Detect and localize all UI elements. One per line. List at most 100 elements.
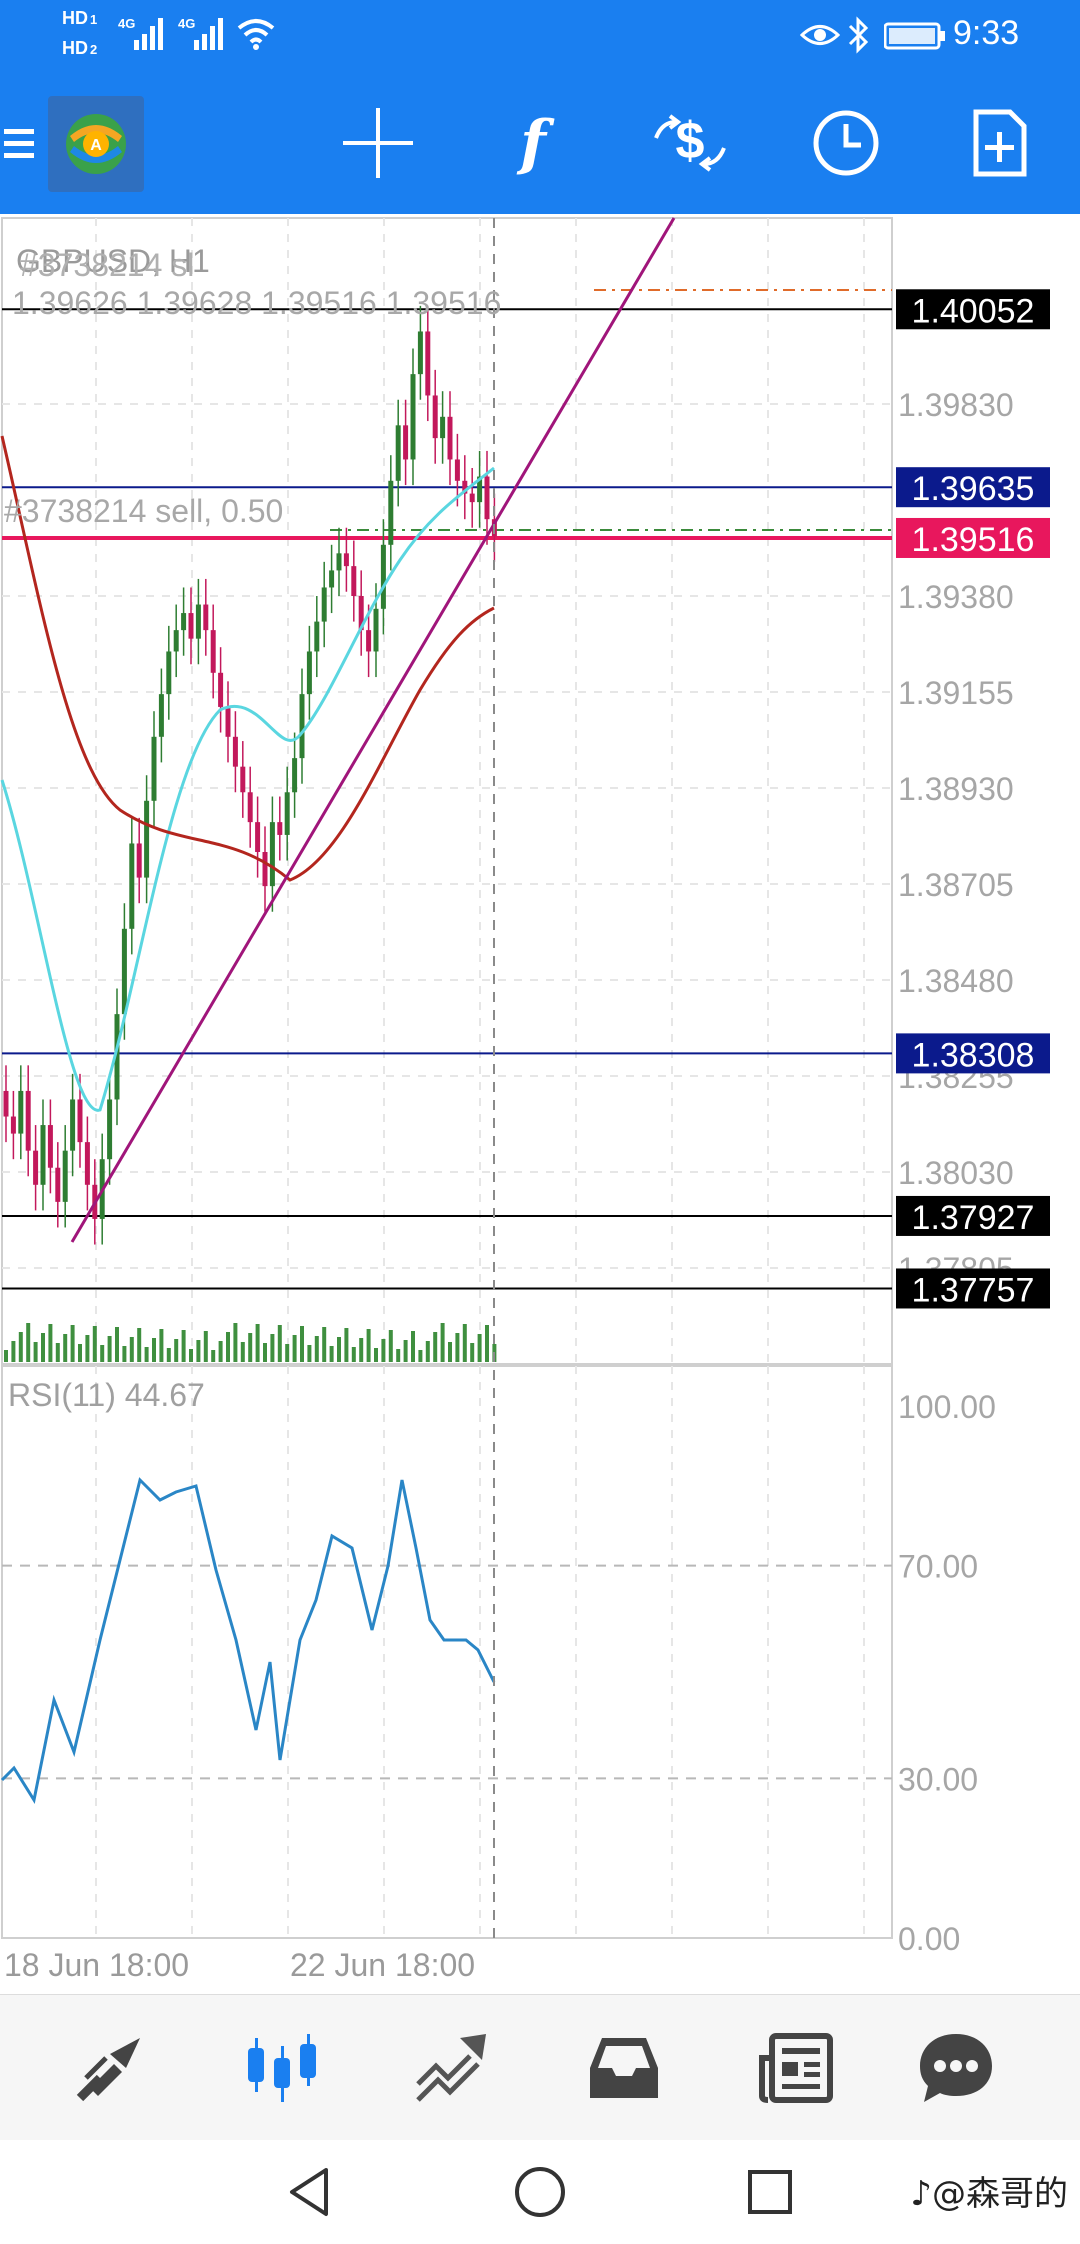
- chat-icon: [920, 2034, 992, 2102]
- candle-body: [277, 822, 283, 835]
- price-tag-label: 1.39635: [912, 470, 1035, 508]
- chart-area[interactable]: GBPUSD, H1 #3738214 sl 1.39626 1.39628 1…: [0, 214, 1080, 1994]
- candle-body: [195, 604, 201, 639]
- candle-body: [403, 425, 409, 460]
- back-button[interactable]: [250, 2140, 370, 2244]
- volume-bar: [4, 1350, 8, 1362]
- net1-label: 4G: [118, 16, 136, 31]
- candle-body: [410, 374, 416, 460]
- candle-body: [107, 1099, 113, 1160]
- price-scale-label: 1.38030: [898, 1155, 1014, 1191]
- candle-body: [210, 630, 216, 673]
- back-icon: [290, 2168, 328, 2216]
- recents-icon: [748, 2170, 792, 2214]
- chart-icon: [248, 2034, 316, 2102]
- trendline[interactable]: [70, 217, 676, 1243]
- volume-bar: [144, 1347, 149, 1362]
- candle-body: [10, 1116, 16, 1134]
- candle-body: [477, 476, 483, 503]
- nav-chat[interactable]: [876, 1995, 1036, 2141]
- volume-bar: [455, 1333, 460, 1362]
- nav-trade[interactable]: [372, 1995, 532, 2141]
- symbols-button[interactable]: $: [630, 72, 750, 214]
- home-icon: [515, 2167, 565, 2217]
- candle-body: [181, 613, 187, 631]
- volume-bar: [248, 1333, 253, 1362]
- candle-body: [33, 1150, 39, 1185]
- rsi-polyline: [0, 1477, 496, 1804]
- candlesticks: [3, 305, 497, 1245]
- svg-text:A: A: [90, 137, 102, 154]
- rsi-scale-label: 30.00: [898, 1761, 978, 1797]
- menu-button[interactable]: [0, 72, 40, 214]
- candle-body: [70, 1099, 76, 1151]
- bottom-navigation: [0, 1994, 1080, 2141]
- moving-averages: [0, 435, 495, 1112]
- ma-fast-line: [0, 466, 495, 1112]
- chart-canvas[interactable]: GBPUSD, H1 #3738214 sl 1.39626 1.39628 1…: [0, 214, 1080, 1994]
- candle-body: [484, 476, 490, 520]
- indicators-button[interactable]: f: [473, 72, 593, 214]
- volume-bar: [381, 1339, 386, 1362]
- candle-body: [166, 651, 172, 695]
- volume-bar: [448, 1342, 452, 1362]
- volume-bar: [41, 1333, 45, 1362]
- objects-button[interactable]: [940, 72, 1060, 214]
- nav-chart[interactable]: [202, 1995, 362, 2141]
- volume-bar: [233, 1323, 238, 1362]
- candle-body: [25, 1090, 31, 1151]
- candle-body: [218, 672, 224, 707]
- timeframe-icon: [813, 110, 879, 176]
- top-toolbar: A f $: [0, 72, 1080, 214]
- nav-history[interactable]: [544, 1995, 704, 2141]
- crosshair-button[interactable]: [318, 72, 438, 214]
- trade-icon: [416, 2034, 486, 2102]
- candle-body: [158, 694, 164, 737]
- chart-grid: [2, 218, 892, 1938]
- volume-bar: [485, 1325, 489, 1362]
- candle-body: [343, 553, 349, 567]
- price-tag-bg: [896, 1268, 1050, 1309]
- price-tag-label: 1.37927: [912, 1199, 1035, 1237]
- volume-bar: [351, 1347, 356, 1362]
- volume-bar: [55, 1343, 60, 1362]
- app-logo[interactable]: A: [48, 96, 144, 192]
- order-label: #3738214 sell, 0.50: [4, 493, 283, 529]
- timeframe-button[interactable]: [786, 72, 906, 214]
- volume-bar: [477, 1334, 482, 1362]
- system-navigation: ♪@森哥的: [0, 2140, 1080, 2244]
- sim2-index: 2: [90, 42, 98, 57]
- candle-body: [299, 694, 305, 759]
- candle-body: [18, 1090, 24, 1134]
- nav-news[interactable]: [716, 1995, 876, 2141]
- volume-bar: [48, 1324, 53, 1362]
- candle-body: [284, 792, 290, 835]
- candle-body: [151, 736, 157, 801]
- news-icon: [759, 2033, 833, 2103]
- candle-body: [314, 621, 320, 652]
- price-tags: 1.40052 1.39635 1.39516 1.38308 1.37927 1.377…: [896, 289, 1050, 1309]
- volume-bar: [107, 1336, 112, 1362]
- volume-bar: [440, 1323, 445, 1362]
- home-button[interactable]: [480, 2140, 600, 2244]
- rsi-panel-frame: [1, 1365, 893, 1939]
- price-scale-label: 1.38480: [898, 963, 1014, 999]
- candle-body: [336, 553, 342, 571]
- recents-button[interactable]: [710, 2140, 830, 2244]
- rsi-scale-label: 70.00: [898, 1549, 978, 1585]
- menu-icon: [4, 129, 34, 158]
- price-scale-label: 1.39830: [898, 387, 1014, 423]
- candle-body: [262, 852, 268, 887]
- volume-bar: [403, 1340, 408, 1362]
- candle-body: [47, 1125, 53, 1168]
- candle-body: [447, 416, 453, 460]
- nav-quotes[interactable]: [30, 1995, 190, 2141]
- volume-bar: [129, 1337, 134, 1362]
- candle-body: [417, 331, 423, 375]
- candle-body: [358, 596, 364, 631]
- volume-bar: [359, 1338, 364, 1362]
- volume-bar: [425, 1341, 430, 1362]
- price-tag-bg: [896, 289, 1050, 330]
- volume-bar: [70, 1325, 75, 1362]
- horizontal-levels: [2, 289, 892, 1290]
